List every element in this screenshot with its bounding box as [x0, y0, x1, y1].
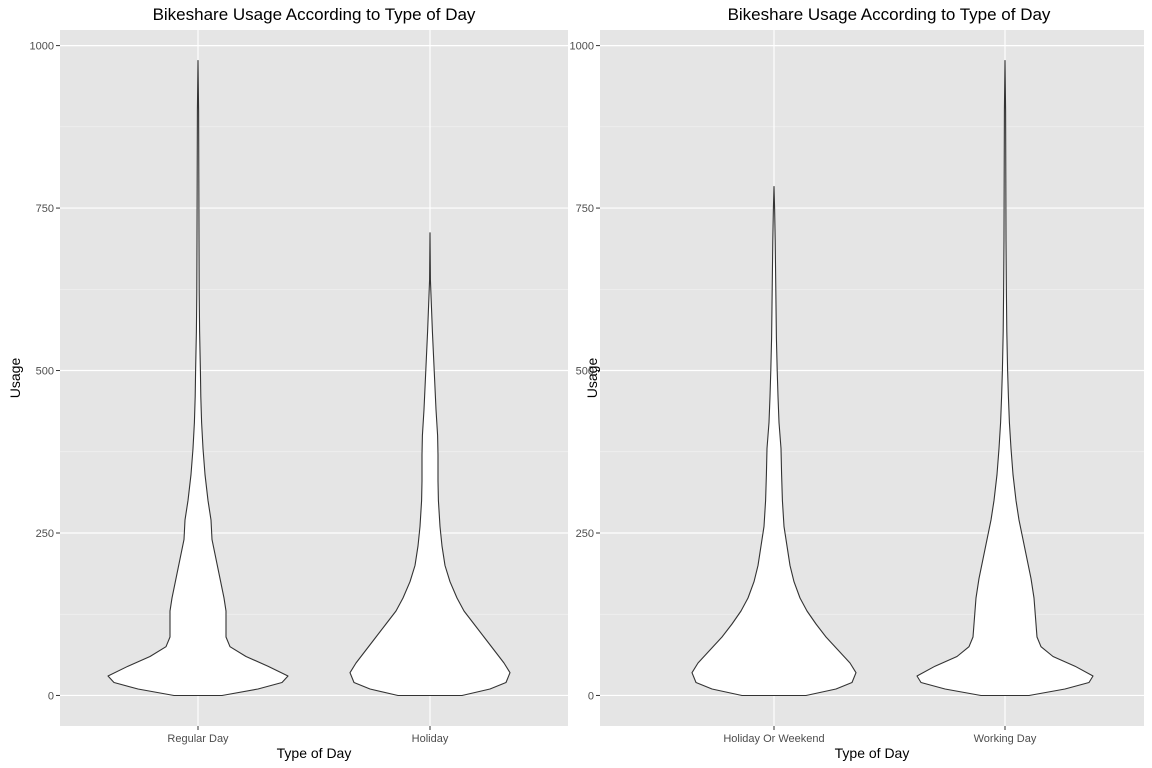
y-tick-label: 500	[36, 366, 54, 378]
y-tick-label: 250	[36, 528, 54, 540]
violin-holiday-or-weekend	[691, 186, 857, 697]
x-axis-title: Type of Day	[835, 745, 910, 761]
chart-title: Bikeshare Usage According to Type of Day	[153, 5, 476, 24]
x-tick-label-holiday-or-weekend: Holiday Or Weekend	[723, 733, 824, 745]
y-tick-label: 0	[588, 690, 594, 702]
violin-holiday	[349, 232, 511, 697]
y-axis-title: Usage	[7, 358, 23, 399]
y-axis-title: Usage	[584, 358, 600, 399]
y-tick-label: 250	[576, 528, 594, 540]
y-tick-label: 500	[576, 366, 594, 378]
y-tick-label: 750	[576, 203, 594, 215]
chart-title: Bikeshare Usage According to Type of Day	[728, 5, 1051, 24]
violin-regular-day	[107, 59, 289, 697]
x-axis-title: Type of Day	[277, 745, 352, 761]
plot-background	[600, 30, 1144, 726]
chart-panel-2: 0 250 500 750 1000 Holiday Or Weekend Working …	[570, 5, 1144, 761]
x-tick-label-working-day: Working Day	[974, 733, 1037, 745]
violin-working-day	[916, 59, 1094, 697]
plot-background	[60, 30, 568, 726]
x-tick-label-regular-day: Regular Day	[167, 733, 229, 745]
y-tick-label: 0	[48, 690, 54, 702]
chart-panel-1: 0 250 500 750 1000 Regular Day Holiday Bikeshar…	[7, 5, 568, 761]
y-tick-label: 1000	[570, 41, 594, 53]
x-tick-label-holiday: Holiday	[412, 733, 449, 745]
y-tick-label: 1000	[30, 41, 54, 53]
y-tick-label: 750	[36, 203, 54, 215]
